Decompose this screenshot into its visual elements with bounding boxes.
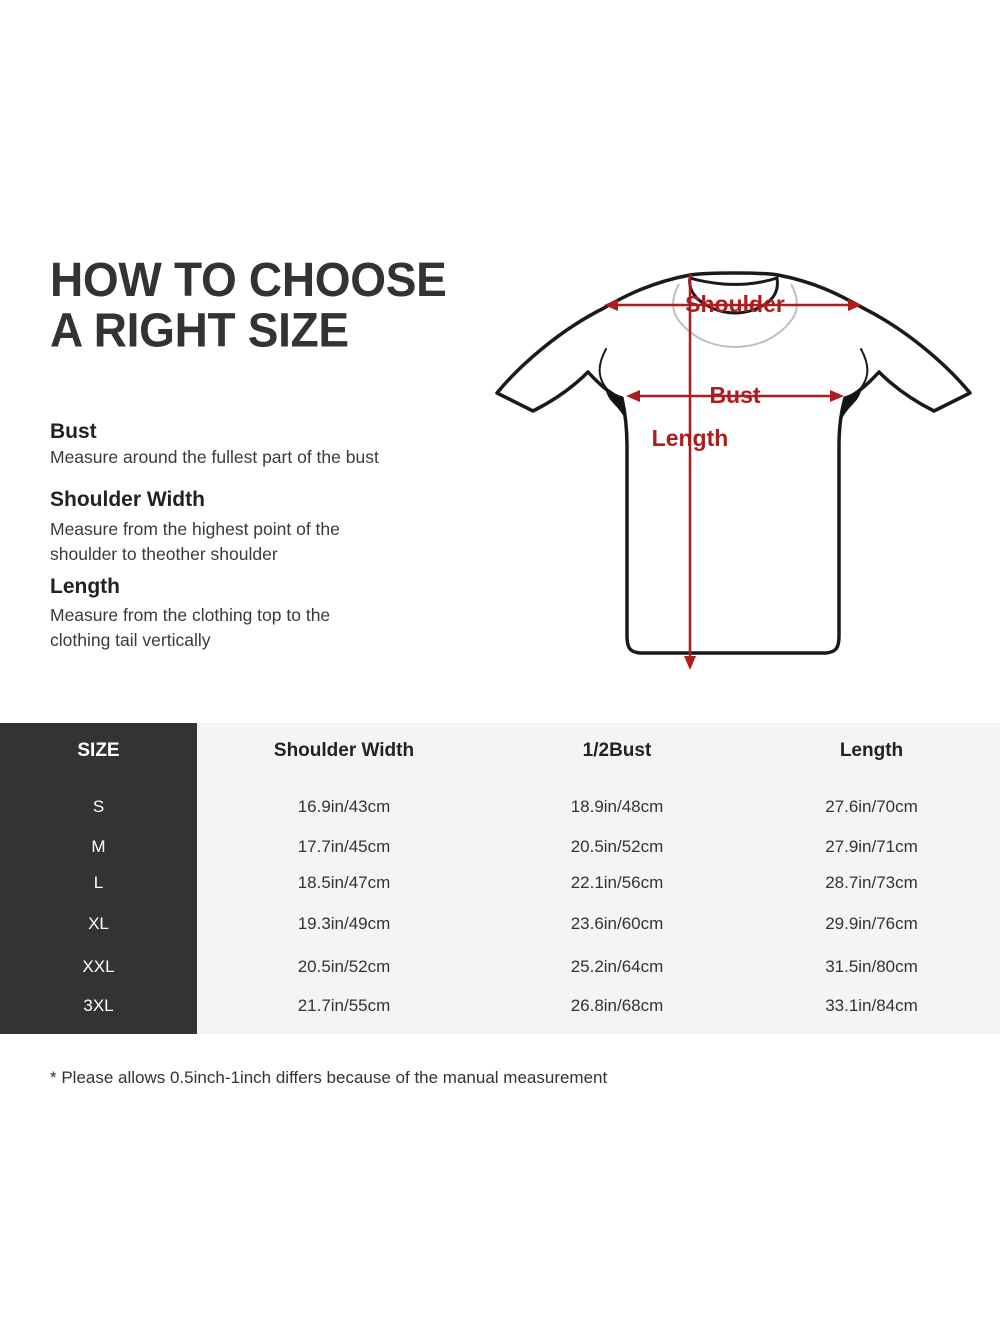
svg-text:Bust: Bust — [709, 382, 760, 408]
svg-text:Shoulder: Shoulder — [685, 291, 785, 317]
svg-text:Length: Length — [652, 425, 729, 451]
